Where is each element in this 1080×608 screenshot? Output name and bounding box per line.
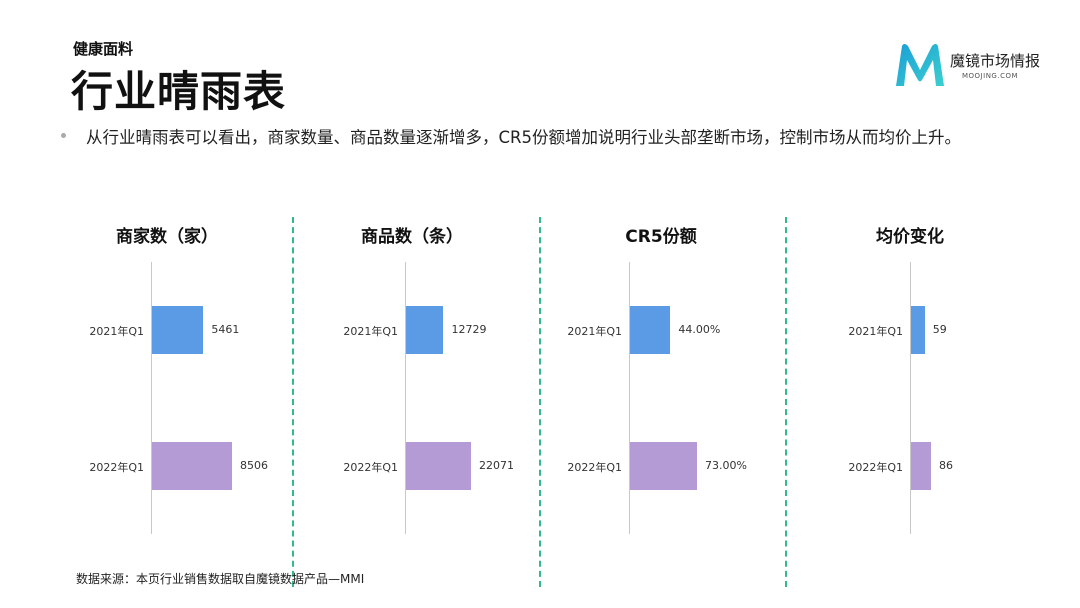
category-label: 2021年Q1 — [89, 325, 144, 338]
chart-bar — [630, 306, 671, 354]
chart-bar — [152, 306, 204, 354]
brand-logo: 魔镜市场情报 MOOJING.COM — [892, 40, 1062, 90]
data-label: 73.00% — [705, 459, 747, 472]
chart-title: CR5份额 — [625, 227, 697, 247]
chart-bar — [911, 442, 931, 490]
category-label: 2021年Q1 — [848, 325, 903, 338]
chart-axis — [629, 262, 630, 534]
chart-axis — [910, 262, 911, 534]
panel-divider — [785, 217, 787, 587]
logo-m-icon — [896, 44, 944, 86]
data-source-note: 数据来源：本页行业销售数据取自魔镜数据产品—MMI — [76, 572, 365, 586]
data-label: 8506 — [240, 459, 268, 472]
bullet-dot-icon — [61, 133, 66, 138]
logo-name: 魔镜市场情报 — [950, 52, 1041, 70]
chart-axis — [405, 262, 406, 534]
panel-divider — [292, 217, 294, 587]
data-label: 44.00% — [678, 323, 721, 336]
chart-bar — [630, 442, 697, 490]
summary-bullet: 从行业晴雨表可以看出，商家数量、商品数量逐渐增多，CR5份额增加说明行业头部垄断… — [86, 128, 961, 147]
chart-bar — [406, 442, 471, 490]
chart-bar — [406, 306, 444, 354]
page-title: 行业晴雨表 — [71, 67, 287, 116]
category-label: 2022年Q1 — [343, 461, 398, 474]
chart-bar — [911, 306, 925, 354]
chart-bar — [152, 442, 232, 490]
header-subtitle: 健康面料 — [73, 40, 134, 58]
category-label: 2021年Q1 — [567, 325, 622, 338]
data-label: 5461 — [211, 323, 240, 336]
data-label: 22071 — [479, 459, 514, 472]
chart-title: 商家数（家） — [116, 227, 218, 247]
chart-title: 商品数（条） — [361, 227, 463, 247]
data-label: 12729 — [451, 323, 487, 336]
data-label: 86 — [939, 459, 953, 472]
chart-axis — [151, 262, 152, 534]
category-label: 2022年Q1 — [89, 461, 144, 474]
panel-divider — [539, 217, 541, 587]
data-label: 59 — [932, 323, 947, 336]
logo-domain: MOOJING.COM — [962, 72, 1019, 80]
chart-title: 均价变化 — [876, 227, 944, 247]
category-label: 2022年Q1 — [848, 461, 903, 474]
category-label: 2022年Q1 — [567, 461, 622, 474]
category-label: 2021年Q1 — [343, 325, 398, 338]
